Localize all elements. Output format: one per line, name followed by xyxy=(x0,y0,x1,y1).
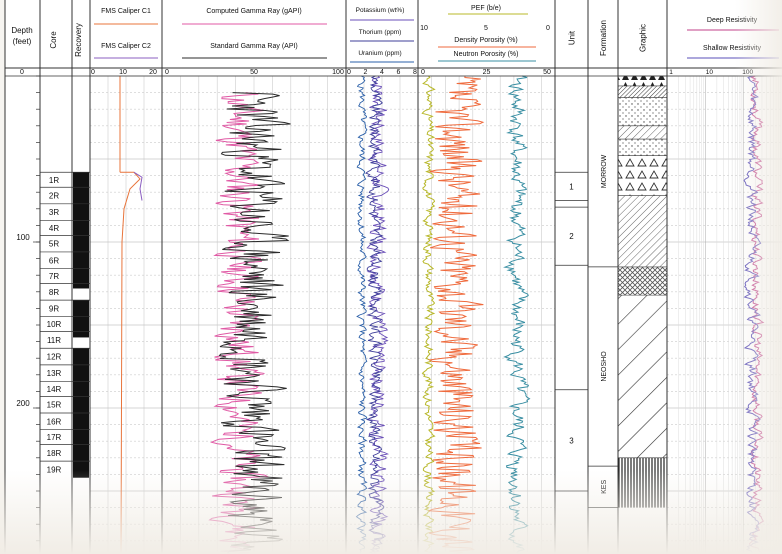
core-label: 12R xyxy=(47,353,62,362)
recovery-header: Recovery xyxy=(74,23,83,57)
recovery-bar xyxy=(73,381,89,397)
core-label: 15R xyxy=(47,401,62,410)
spectral-scale-label: 6 xyxy=(397,69,401,76)
recovery-bar xyxy=(73,172,89,188)
lithology-crosshatch xyxy=(618,266,667,296)
potassium-label: Potassium (wt%) xyxy=(356,7,405,14)
depth-label: 200 xyxy=(16,399,30,408)
core-label: 5R xyxy=(49,240,59,249)
recovery-bar xyxy=(73,220,89,236)
unit-label: 1 xyxy=(569,182,574,191)
density-porosity-label: Density Porosity (%) xyxy=(454,37,517,44)
gamma-scale-label: 50 xyxy=(250,69,258,76)
core-label: 11R xyxy=(47,336,61,345)
gamma-scale-label: 100 xyxy=(332,69,344,76)
recovery-bar xyxy=(73,316,89,332)
recovery-bar xyxy=(73,331,89,338)
core-label: 1R xyxy=(49,176,59,185)
resistivity-scale-label: 10 xyxy=(706,69,714,76)
core-label: 13R xyxy=(47,369,62,378)
core-label: 16R xyxy=(47,417,62,426)
sgr-label: Standard Gamma Ray (API) xyxy=(210,43,298,50)
graphic-header: Graphic xyxy=(639,24,648,52)
cgr-label: Computed Gamma Ray (gAPI) xyxy=(206,8,301,15)
lithology-hatch-dense xyxy=(618,85,667,98)
spectral-scale-label: 2 xyxy=(364,69,368,76)
caliper-scale-label: 10 xyxy=(119,69,127,76)
thorium-label: Thorium (ppm) xyxy=(359,29,402,36)
core-label: 6R xyxy=(49,256,59,265)
core-label: 3R xyxy=(49,208,59,217)
depth-header-unit: (feet) xyxy=(13,37,32,46)
recovery-bar xyxy=(73,251,89,269)
pef-label: PEF (b/e) xyxy=(471,5,501,12)
formation-header: Formation xyxy=(599,20,608,56)
spectral-scale-label: 8 xyxy=(413,69,417,76)
core-label: 9R xyxy=(49,304,59,313)
spectral-scale-label: 0 xyxy=(347,69,351,76)
spectral-scale-label: 4 xyxy=(380,69,384,76)
recovery-bar xyxy=(73,429,89,445)
recovery-bar xyxy=(73,235,89,252)
recovery-bar xyxy=(73,268,89,284)
recovery-bar xyxy=(73,187,89,204)
unit-label: 2 xyxy=(569,232,574,241)
deep-resistivity-label: Deep Resistivity xyxy=(707,17,758,24)
pef-scale-label: 5 xyxy=(484,25,488,32)
depth-scale-zero: 0 xyxy=(20,69,24,76)
caliper-c1-label: FMS Caliper C1 xyxy=(101,8,151,15)
lithology-triangles-dark xyxy=(618,76,667,86)
core-label: 7R xyxy=(49,272,59,281)
lithology-dots xyxy=(618,97,667,126)
recovery-bar xyxy=(73,300,89,317)
formation-label: KES xyxy=(601,480,608,494)
core-label: 8R xyxy=(49,288,59,297)
core-label: 4R xyxy=(49,224,59,233)
core-label: 18R xyxy=(47,449,62,458)
lithology-diag-wide xyxy=(618,295,667,458)
recovery-bar xyxy=(73,396,89,413)
caliper-c2-label: FMS Caliper C2 xyxy=(101,43,151,50)
shallow-resistivity-label: Shallow Resistivity xyxy=(703,45,761,52)
recovery-bar xyxy=(73,348,89,365)
porosity-scale-label: 0 xyxy=(421,69,425,76)
core-label: 10R xyxy=(47,320,62,329)
resistivity-scale-label: 1 xyxy=(669,69,673,76)
core-label: 17R xyxy=(47,433,62,442)
uranium-label: Uranium (ppm) xyxy=(358,50,401,57)
lithology-triangles xyxy=(618,155,667,196)
core-header: Core xyxy=(49,31,58,49)
lithology-dots xyxy=(618,139,667,156)
unit-label: 3 xyxy=(569,436,574,445)
formation-label: NEOSHO xyxy=(601,351,608,382)
caliper-scale-label: 0 xyxy=(91,69,95,76)
recovery-bar xyxy=(73,283,89,289)
porosity-scale-label: 50 xyxy=(543,69,551,76)
resistivity-scale-label: 100 xyxy=(742,69,753,76)
core-label: 14R xyxy=(47,385,62,394)
neutron-porosity-label: Neutron Porosity (%) xyxy=(454,51,519,58)
core-label: 19R xyxy=(47,465,62,474)
lithology-vertical xyxy=(618,457,667,508)
lithology-diag-fine xyxy=(618,195,667,267)
core-label: 2R xyxy=(49,192,59,201)
depth-label: 100 xyxy=(16,233,30,242)
recovery-bar xyxy=(73,461,89,478)
recovery-bar xyxy=(73,203,89,221)
caliper-scale-label: 20 xyxy=(149,69,157,76)
porosity-scale-label: 25 xyxy=(483,69,491,76)
gamma-scale-label: 0 xyxy=(165,69,169,76)
formation-label: MORROW xyxy=(601,154,608,188)
recovery-bar xyxy=(73,364,89,382)
unit-header: Unit xyxy=(568,30,577,45)
recovery-bar xyxy=(73,444,89,462)
pef-scale-label: 0 xyxy=(546,25,550,32)
pef-scale-label: 10 xyxy=(420,25,428,32)
depth-header: Depth xyxy=(11,26,32,35)
recovery-bar xyxy=(73,412,89,430)
lithology-diag-fine xyxy=(618,125,667,140)
